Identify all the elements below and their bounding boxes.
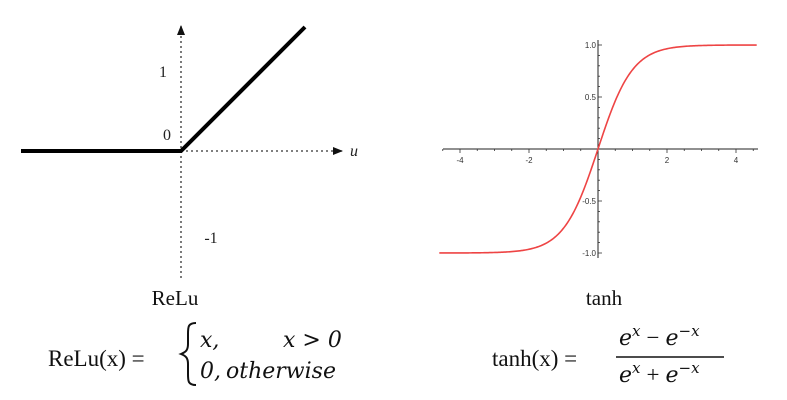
tanh-x-tick-label: -2 [525,156,533,165]
relu-formula-brace [178,322,197,386]
tanh-ticks: -4 -2 2 4 1.0 0.5 -0.5 -1.0 [442,41,754,258]
relu-formula-case2-condition: otherwise [226,359,336,384]
tanh-chart: -4 -2 2 4 1.0 0.5 -0.5 -1.0 tanh [439,40,758,310]
relu-formula-case1-value: x, [200,328,219,353]
tanh-y-tick-label: -1.0 [582,249,596,258]
tanh-formula-denominator: ex + e−x [619,359,700,388]
relu-formula-case1-condition: x > 0 [283,328,342,353]
tanh-formula: tanh(x) = ex − e−x ex + e−x [492,322,724,388]
relu-x-axis-label: u [350,143,358,160]
relu-y-tick-label: 1 [159,64,167,81]
tanh-y-tick-label: -0.5 [582,197,596,206]
tanh-x-tick-label: 2 [665,156,670,165]
tanh-y-tick-label: 1.0 [585,41,597,50]
relu-formula-case2-value: 0, [200,359,221,384]
relu-y-tick-label: 0 [163,127,171,144]
tanh-chart-title: tanh [586,286,623,310]
tanh-series-line [439,44,757,254]
relu-chart: 1 0 -1 u ReLu [21,25,358,310]
relu-formula: ReLu(x) = x, x > 0 0, otherwise [48,322,342,386]
tanh-formula-lhs: tanh(x) = [492,346,577,371]
tanh-formula-numerator: ex − e−x [619,322,700,351]
relu-series-line [21,25,307,153]
relu-y-tick-label: -1 [204,230,217,247]
relu-formula-lhs: ReLu(x) = [48,346,145,371]
relu-chart-title: ReLu [152,286,199,310]
tanh-y-tick-label: 0.5 [585,93,597,102]
tanh-x-tick-label: 4 [734,156,739,165]
tanh-x-tick-label: -4 [456,156,464,165]
